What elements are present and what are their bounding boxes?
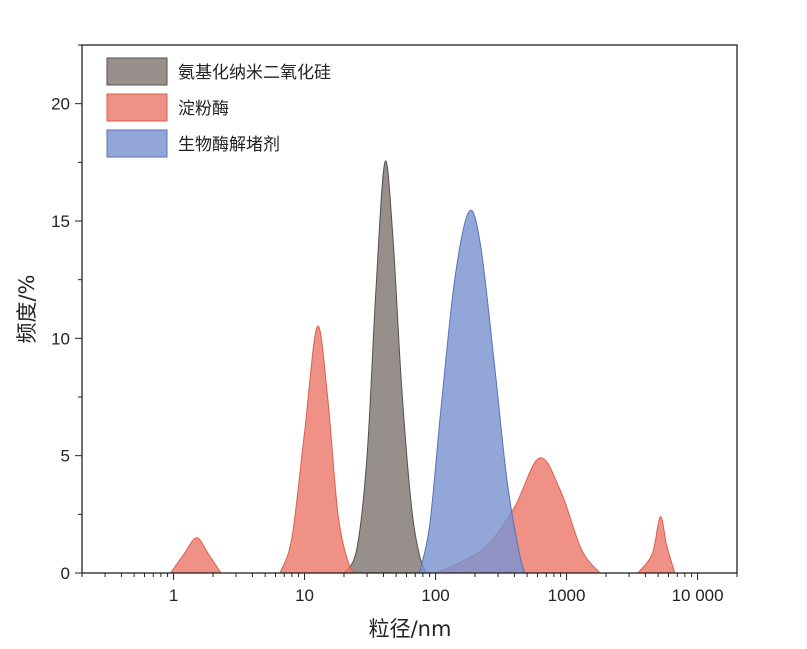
x-tick-label: 100 bbox=[421, 586, 449, 605]
legend-label: 淀粉酶 bbox=[178, 99, 229, 119]
series-0-area-0 bbox=[343, 160, 428, 574]
series-1-area-1 bbox=[279, 325, 358, 574]
series-2-area-0 bbox=[418, 209, 526, 574]
series-1-area-3 bbox=[636, 516, 676, 574]
y-tick-label: 15 bbox=[51, 212, 70, 231]
y-tick-label: 0 bbox=[61, 564, 70, 583]
y-tick-label: 5 bbox=[61, 447, 70, 466]
legend-swatch bbox=[106, 57, 168, 86]
legend-label: 氨基化纳米二氧化硅 bbox=[178, 63, 331, 83]
legend-label: 生物酶解堵剂 bbox=[178, 135, 280, 155]
legend-swatch bbox=[106, 129, 168, 158]
series-1-area-0 bbox=[169, 537, 222, 574]
x-tick-label: 10 000 bbox=[672, 586, 724, 605]
x-axis-title: 粒径/nm bbox=[369, 617, 452, 641]
plot-areas bbox=[169, 160, 676, 574]
x-tick-label: 1000 bbox=[548, 586, 586, 605]
x-tick-label: 1 bbox=[169, 586, 178, 605]
plot-frame bbox=[81, 44, 738, 574]
y-tick-label: 10 bbox=[51, 329, 70, 348]
y-tick-label: 20 bbox=[51, 95, 70, 114]
x-tick-label: 10 bbox=[295, 586, 314, 605]
y-axis: 0 5 10 15 20 bbox=[51, 44, 82, 583]
x-axis: 1 10 100 1000 10 000 bbox=[81, 573, 738, 605]
y-axis-title: 频度/% bbox=[15, 274, 39, 343]
legend-swatch bbox=[106, 93, 168, 122]
